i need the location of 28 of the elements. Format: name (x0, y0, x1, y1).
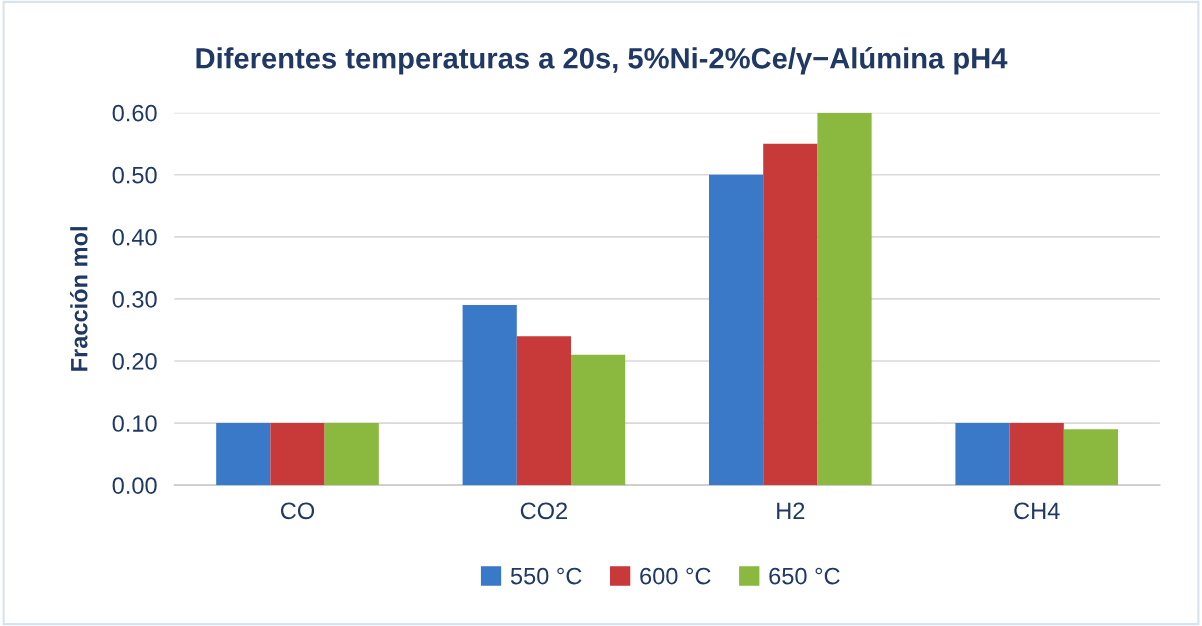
y-tick-label: 0.50 (112, 166, 157, 184)
bar (763, 143, 818, 486)
y-tick-label: 0.30 (112, 290, 157, 308)
y-tick-label: 0.40 (112, 228, 157, 246)
bar (1063, 429, 1119, 486)
legend-label: 600 °C (640, 567, 711, 585)
legend-label: 550 °C (510, 567, 582, 585)
bar (270, 423, 325, 486)
bar (709, 174, 764, 486)
y-tick-label: 0.60 (112, 104, 157, 122)
bar (516, 336, 572, 486)
y-tick-label: 0.20 (112, 353, 157, 370)
bar (324, 423, 379, 486)
legend-label: 650 °C (769, 567, 840, 585)
x-tick-label: CO2 (520, 502, 567, 520)
x-tick-label: CO (280, 502, 315, 520)
bar (817, 112, 872, 486)
x-tick-label: H2 (777, 502, 805, 519)
y-tick-label: 0.10 (112, 415, 157, 432)
y-tick-label: 0.00 (112, 477, 157, 494)
bar (462, 305, 517, 486)
x-tick-label: CH4 (1014, 502, 1060, 520)
bar (571, 354, 626, 486)
bar (216, 423, 271, 486)
bar (955, 423, 1010, 486)
bar (1009, 423, 1064, 486)
y-axis-title: Fracción mol (70, 227, 88, 371)
chart-title: Diferentes temperaturas a 20s, 5%Ni-2%Ce/γ−Alúmina pH4 (196, 46, 1008, 75)
